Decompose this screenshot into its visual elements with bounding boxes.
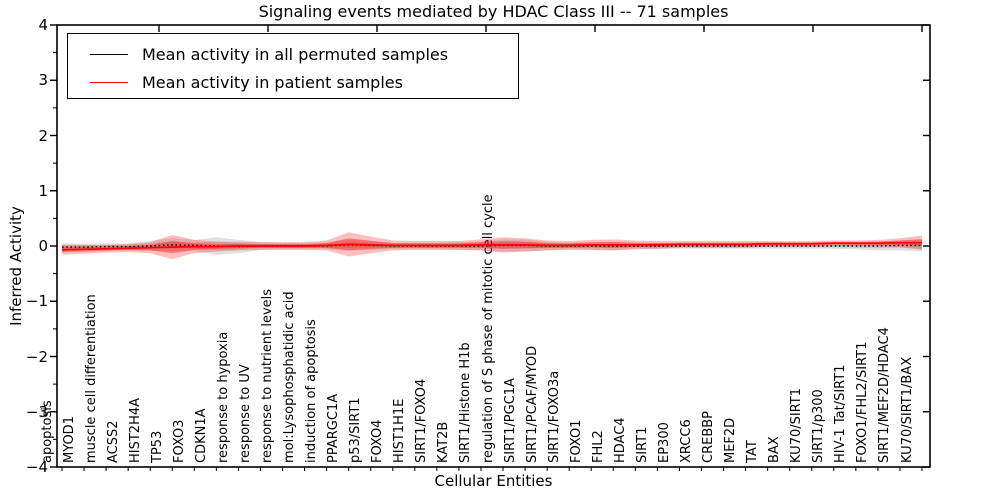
x-category-label: KU70/SIRT1 <box>789 388 805 463</box>
x-category-label: HIST2H4A <box>127 397 143 463</box>
patient-line-icon <box>90 81 128 83</box>
legend-label-patient: Mean activity in patient samples <box>142 72 403 92</box>
x-category-label: BAX <box>767 436 783 463</box>
y-tick-label: −3 <box>25 402 48 421</box>
x-axis-label: Cellular Entities <box>434 472 553 490</box>
chart-title: Signaling events mediated by HDAC Class … <box>258 2 729 21</box>
x-category-label: SIRT1/MEF2D/HDAC4 <box>877 327 893 463</box>
y-tick-label: 4 <box>38 16 48 34</box>
y-tick-label: 3 <box>38 71 48 90</box>
x-category-label: FOXO3 <box>171 419 187 463</box>
x-category-label: HIV-1 Tat/SIRT1 <box>833 364 849 463</box>
x-category-label: TP53 <box>149 430 165 463</box>
x-category-label: FOXO1/FHL2/SIRT1 <box>855 341 871 463</box>
x-category-label: MYOD1 <box>61 416 77 463</box>
x-category-label: response to UV <box>237 364 253 463</box>
legend-label-permuted: Mean activity in all permuted samples <box>142 44 449 64</box>
y-tick-label: −4 <box>25 458 48 476</box>
x-category-label: response to hypoxia <box>215 331 231 463</box>
x-category-label: FHL2 <box>590 430 606 463</box>
x-category-label: CREBBP <box>701 411 717 463</box>
x-category-label: PPARGC1A <box>326 393 342 463</box>
x-category-label: mol:Lysophosphatidic acid <box>282 291 298 463</box>
x-category-label: XRCC6 <box>678 419 694 463</box>
y-tick-label: −1 <box>25 292 48 311</box>
x-category-label: SIRT1/p300 <box>811 389 827 463</box>
x-category-label: HIST1H1E <box>392 398 408 463</box>
x-category-label: TAT <box>745 440 761 463</box>
x-category-label: KU70/SIRT1/BAX <box>899 356 915 463</box>
y-tick-label: 1 <box>38 181 48 200</box>
x-category-label: SIRT1/Histone H1b <box>458 342 474 463</box>
permuted-line-icon <box>90 53 128 55</box>
x-category-label: p53/SIRT1 <box>348 397 364 463</box>
x-category-label: MEF2D <box>723 417 739 463</box>
x-category-label: FOXO4 <box>370 419 386 463</box>
legend: Mean activity in all permuted samples Me… <box>67 33 519 99</box>
y-tick-label: 0 <box>38 237 48 255</box>
x-category-label: FOXO1 <box>568 419 584 463</box>
x-category-label: SIRT1/PCAF/MYOD <box>524 345 540 463</box>
y-axis-label: Inferred Activity <box>7 206 25 326</box>
y-tick-label: −2 <box>25 347 48 366</box>
x-category-label: regulation of S phase of mitotic cell cy… <box>480 194 496 463</box>
x-category-label: KAT2B <box>436 421 452 463</box>
x-category-label: induction of apoptosis <box>304 319 320 463</box>
y-tick-label: 2 <box>38 126 48 145</box>
x-category-label: SIRT1/PGC1A <box>502 378 518 463</box>
legend-item-permuted: Mean activity in all permuted samples <box>68 39 518 69</box>
x-category-label: SIRT1/FOXO4 <box>414 378 430 463</box>
x-category-label: muscle cell differentiation <box>83 294 99 463</box>
x-category-label: EP300 <box>656 422 672 463</box>
x-category-label: response to nutrient levels <box>260 288 275 463</box>
x-category-label: HDAC4 <box>612 417 628 463</box>
x-category-label: CDKN1A <box>193 408 209 463</box>
x-category-label: ACSS2 <box>105 420 121 463</box>
x-category-label: SIRT1 <box>634 426 650 463</box>
legend-item-patient: Mean activity in patient samples <box>68 67 518 97</box>
x-category-label: apoptosis <box>39 400 55 463</box>
x-category-label: SIRT1/FOXO3a <box>546 370 562 463</box>
